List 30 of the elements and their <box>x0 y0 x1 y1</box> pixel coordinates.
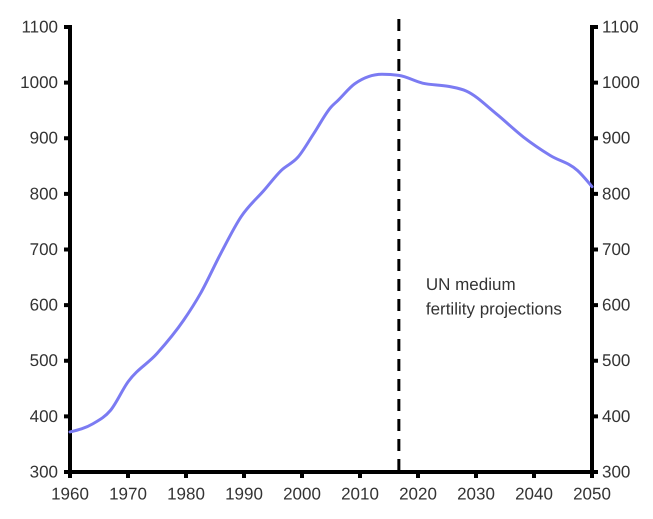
y-tick-label: 900 <box>30 128 58 148</box>
y2-tick-label: 600 <box>602 296 630 315</box>
x-tick-label: 1970 <box>109 484 147 504</box>
y2-tick-label: 300 <box>602 462 630 482</box>
x-tick-label: 2000 <box>283 484 321 504</box>
x-tick-label: 2050 <box>573 484 611 504</box>
y2-tick-label: 1100 <box>602 17 639 36</box>
y2-tick-label: 900 <box>602 128 630 148</box>
x-tick-label: 2030 <box>457 484 495 504</box>
line-series <box>68 72 594 434</box>
x-tick-label: 2040 <box>515 484 553 504</box>
y-tick-label: 300 <box>30 462 58 482</box>
y2-tick-label: 500 <box>602 351 630 370</box>
x-tick-label: 2020 <box>399 484 437 504</box>
y2-tick-label: 400 <box>602 406 630 426</box>
y-tick-label: 1100 <box>21 17 58 36</box>
x-tick-label: 2010 <box>341 484 379 504</box>
y2-tick-label: 800 <box>602 184 630 204</box>
y-tick-label: 600 <box>30 296 58 315</box>
x-tick-label: 1990 <box>225 484 263 504</box>
y-tick-label: 400 <box>30 406 58 426</box>
x-tick-label: 1960 <box>51 484 89 504</box>
x-tick-label: 1980 <box>167 484 205 504</box>
y2-tick-label: 1000 <box>602 73 640 92</box>
ref-line-label: UN medium fertility projections <box>426 275 562 319</box>
y-tick-label: 700 <box>30 240 58 259</box>
y-tick-label: 500 <box>30 351 58 370</box>
y-tick-label: 1000 <box>20 73 58 92</box>
y2-tick-label: 700 <box>602 240 630 259</box>
y-tick-label: 800 <box>30 184 58 204</box>
